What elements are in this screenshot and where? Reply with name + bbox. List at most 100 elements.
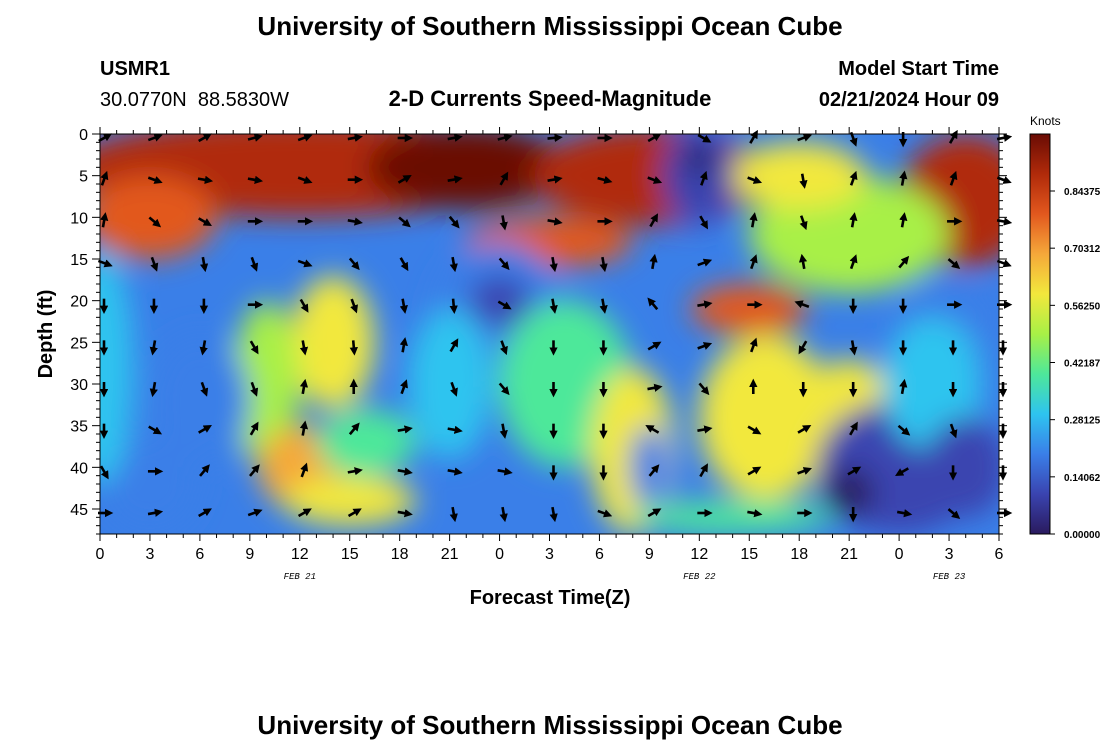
x-axis-label: Forecast Time(Z) [470,587,631,609]
current-vector-arrow [397,467,413,476]
current-vector-arrow [199,340,208,356]
heatmap-cell [699,334,833,501]
current-vector-arrow [199,464,210,477]
y-axis-label: Depth (ft) [35,290,57,379]
current-vector-arrow [648,464,660,477]
date-labels: FEB 21 FEB 22 FEB 23 [284,572,966,582]
model-start-value: 02/21/2024 Hour 09 [819,89,999,111]
current-vector-arrow [397,425,413,434]
current-vector-arrow [198,425,212,434]
x-tick-label: 12 [690,546,708,563]
current-vector-arrow [947,258,961,269]
date-label: FEB 23 [933,572,966,582]
current-vector-arrow [899,378,908,395]
current-vector-arrow [147,508,164,517]
y-tick-label: 5 [79,169,88,186]
current-vector-arrow [797,467,812,475]
current-vector-arrow [797,425,812,434]
y-tick-label: 20 [70,294,88,311]
y-tick-label: 45 [70,502,88,519]
footer-title: University of Southern Mississippi Ocean… [257,710,842,740]
heatmap-cell [691,284,808,334]
current-vector-arrow [100,170,109,186]
current-vector-arrow [447,467,463,476]
current-vector-arrow [499,340,508,356]
current-vector-arrow [250,381,259,397]
current-vector-arrow [99,465,109,480]
current-vector-arrow [699,170,708,186]
current-vector-arrow [747,509,763,518]
current-vector-arrow [697,342,713,350]
heatmap-cell [732,142,866,209]
current-vector-arrow [499,171,509,186]
heatmap-cell [100,434,200,534]
current-vector-arrow [849,421,858,436]
heatmap-area [100,134,999,534]
current-vector-arrow [398,216,411,228]
y-tick-label: 30 [70,377,88,394]
current-vector-arrow [299,420,309,436]
current-vector-arrow [794,300,810,309]
current-vector-arrow [147,176,163,184]
current-vector-arrow [949,423,958,439]
x-tick-label: 9 [245,546,254,563]
current-vector-arrow [98,133,113,143]
current-vector-arrow [449,506,458,523]
current-vector-arrow [147,133,163,142]
y-tick-label: 10 [70,210,88,227]
current-vector-arrow [647,133,662,143]
current-vector-arrow [498,382,510,396]
current-vector-arrow [149,340,158,356]
current-vector-arrow [299,340,309,356]
current-vector-arrow [198,217,212,226]
current-vector-arrow [499,506,508,523]
current-vector-arrow [300,462,309,478]
heatmap-cell [366,134,567,209]
current-vector-arrow [948,129,958,144]
current-vector-arrow [248,464,260,477]
x-tick-label: 21 [441,546,459,563]
x-tick-label: 15 [740,546,758,563]
heatmap-cell [100,250,134,484]
current-vector-arrow [347,133,363,142]
current-vector-arrow [499,423,508,439]
current-vector-arrow [747,425,762,435]
x-tick-label: 6 [995,546,1004,563]
x-tick-label: 0 [895,546,904,563]
current-vector-arrow [647,383,663,392]
heatmap-blobs [100,134,999,534]
current-vector-arrow [849,254,858,270]
current-vector-arrow [498,257,510,271]
date-label: FEB 22 [683,572,716,582]
current-vector-arrow [247,133,263,142]
current-vector-arrow [747,176,763,184]
chart-subtitle: 2-D Currents Speed-Magnitude [389,86,712,111]
current-vector-arrow [599,298,608,314]
current-vector-arrow [549,256,558,273]
current-vector-arrow [899,170,908,186]
current-vector-arrow [449,298,458,314]
current-vector-arrow [449,256,458,273]
current-vector-arrow [348,257,360,271]
current-vector-arrow [497,133,513,142]
current-vector-arrow [647,176,663,184]
current-vector-arrow [347,217,363,226]
current-vector-arrow [647,341,662,351]
current-vector-arrow [647,297,659,311]
current-vector-arrow [100,212,109,228]
model-start-label: Model Start Time [838,58,999,80]
current-vectors [97,129,1013,523]
current-vector-arrow [649,213,659,228]
current-vector-arrow [148,216,162,228]
current-vector-arrow [597,175,613,184]
current-vector-arrow [749,212,758,228]
current-vector-arrow [549,506,558,523]
heatmap-cell [632,500,833,534]
colorbar-tick-label: 0.703125 [1064,244,1100,255]
current-vector-arrow [895,467,909,476]
current-vector-arrow [150,256,159,272]
current-vector-arrow [447,175,463,184]
colorbar-tick-label: 0.843750 [1064,187,1100,198]
